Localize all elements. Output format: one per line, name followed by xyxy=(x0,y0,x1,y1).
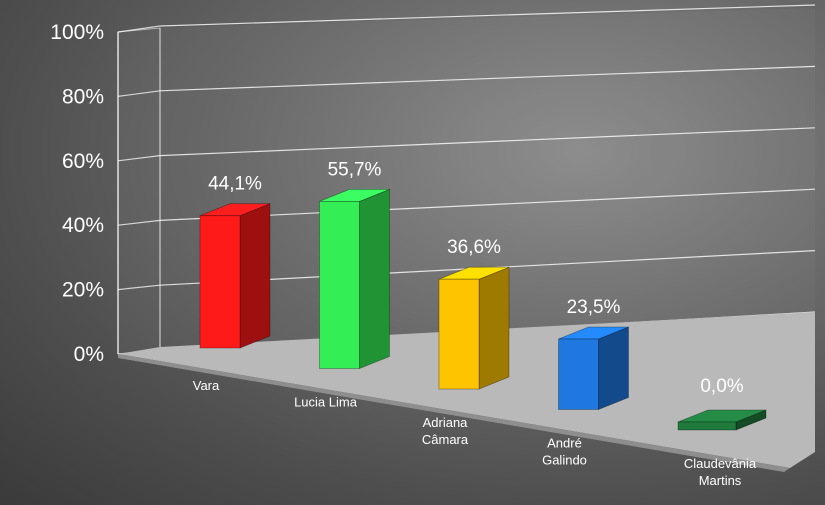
category-labels: Vara Lucia Lima Adriana Câmara André Galindo C… xyxy=(193,378,757,488)
bar xyxy=(199,203,271,349)
category-label: Vara xyxy=(193,378,220,393)
bar-front-face xyxy=(319,200,360,369)
data-label: 55,7% xyxy=(328,159,382,180)
side-wall xyxy=(117,27,161,355)
y-tick-label: 0% xyxy=(74,343,104,366)
gridline-side xyxy=(117,90,161,97)
bar-front-face xyxy=(677,421,737,431)
gridline xyxy=(159,65,816,92)
category-label-line: Galindo xyxy=(542,453,587,468)
bar-side-face xyxy=(239,203,271,349)
y-tick-label: 60% xyxy=(62,150,104,173)
category-label: Lucia Lima xyxy=(294,395,358,410)
bar-front-face xyxy=(558,338,599,410)
category-label-line: André xyxy=(547,436,582,451)
bar xyxy=(677,409,767,431)
bars xyxy=(199,188,767,431)
data-labels: 44,1% 55,7% 36,6% 23,5% 0,0% xyxy=(208,159,744,397)
gridline-side xyxy=(117,284,161,291)
data-label: 0,0% xyxy=(700,376,743,397)
category-label-line: Claudevânia xyxy=(684,456,757,471)
category-label-line: Vara xyxy=(193,378,220,393)
bar-front-face xyxy=(438,278,480,390)
data-label: 36,6% xyxy=(447,237,501,258)
gridline xyxy=(159,4,816,27)
gridline-side xyxy=(117,219,161,226)
bar-side-face xyxy=(478,266,510,390)
category-label: Adriana Câmara xyxy=(422,415,469,447)
y-tick-label: 100% xyxy=(50,21,104,44)
data-label: 44,1% xyxy=(208,174,262,195)
bar-front-face xyxy=(199,215,241,349)
y-tick-label: 20% xyxy=(62,279,104,302)
category-label-line: Câmara xyxy=(422,432,469,447)
floor-edge xyxy=(118,354,790,472)
floor-plane xyxy=(118,312,815,468)
bar xyxy=(319,188,390,370)
category-label-line: Lucia Lima xyxy=(294,395,358,410)
y-axis-ticks: 0% 20% 40% 60% 80% 100% xyxy=(50,21,104,366)
category-label-line: Martins xyxy=(699,473,742,488)
gridline xyxy=(159,127,816,157)
bar xyxy=(438,266,510,390)
category-label: Claudevânia Martins xyxy=(684,456,757,488)
y-tick-label: 40% xyxy=(62,214,104,237)
gridline-side xyxy=(117,155,161,162)
bar-side-face xyxy=(359,188,390,370)
bar xyxy=(558,326,629,411)
category-label: André Galindo xyxy=(542,436,587,468)
y-tick-label: 80% xyxy=(62,85,104,108)
gridline-side xyxy=(117,25,161,33)
chart-floor xyxy=(118,312,815,472)
bar-side-face xyxy=(598,326,629,411)
category-label-line: Adriana xyxy=(423,415,469,430)
data-label: 23,5% xyxy=(567,297,621,318)
